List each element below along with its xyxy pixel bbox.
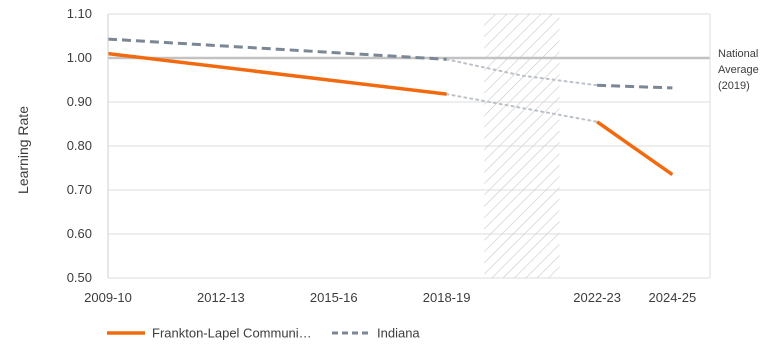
x-tick-label: 2015-16 [310, 290, 358, 305]
reference-line-group: National Average (2019) [108, 48, 759, 92]
y-tick-label: 0.60 [67, 226, 92, 241]
series-0-segment-1 [597, 122, 672, 175]
x-tick-label: 2018-19 [423, 290, 471, 305]
reference-line-label: (2019) [718, 80, 750, 92]
x-tick-label: 2024-25 [649, 290, 697, 305]
reference-line-label: National [718, 48, 758, 60]
y-axis-label: Learning Rate [15, 106, 31, 194]
x-tick-label: 2012-13 [197, 290, 245, 305]
legend: Frankton-Lapel Communi… Indiana [107, 326, 420, 341]
reference-line-label: Average [718, 64, 759, 76]
series-0-segment-0 [108, 54, 447, 94]
x-tick-label: 2022-23 [573, 290, 621, 305]
legend-label-0: Frankton-Lapel Communi… [152, 326, 312, 341]
x-tick-label: 2009-10 [84, 290, 132, 305]
series-lines [108, 39, 672, 175]
series-1-segment-1 [597, 85, 672, 88]
y-tick-label: 0.80 [67, 138, 92, 153]
shaded-period [484, 14, 559, 278]
y-tick-label: 1.00 [67, 50, 92, 65]
series-1-segment-0 [108, 39, 447, 59]
axes: 0.50 0.60 0.70 0.80 0.90 1.00 1.10 2009-10 2012-… [67, 6, 710, 305]
legend-label-1: Indiana [377, 326, 420, 341]
y-tick-label: 1.10 [67, 6, 92, 21]
y-tick-label: 0.90 [67, 94, 92, 109]
shaded-period-rect [484, 14, 559, 278]
y-tick-label: 0.50 [67, 270, 92, 285]
y-tick-label: 0.70 [67, 182, 92, 197]
gridlines [108, 14, 710, 278]
